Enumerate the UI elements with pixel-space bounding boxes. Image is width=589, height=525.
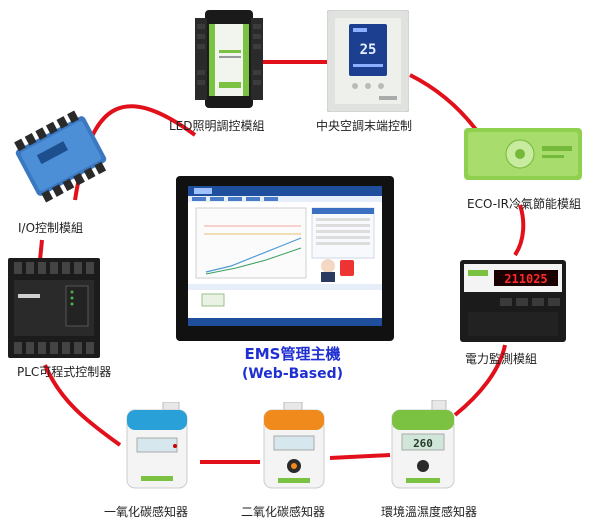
label-env: 環境溫濕度感知器 bbox=[381, 505, 478, 519]
ring-arc-co-plc bbox=[43, 364, 122, 447]
hvac-display-text: 25 bbox=[360, 42, 377, 58]
led-dimming-controller-device bbox=[195, 10, 263, 108]
env-display-text: 260 bbox=[413, 437, 433, 450]
temp-humidity-sensor-device: 260 bbox=[391, 400, 455, 489]
ring-arc-plc-io bbox=[38, 239, 44, 261]
label-plc: PLC可程式控制器 bbox=[17, 365, 112, 379]
label-co: 一氧化碳感知器 bbox=[104, 505, 189, 519]
label-power: 電力監測模組 bbox=[465, 352, 538, 366]
label-hvac: 中央空調末端控制 bbox=[316, 119, 413, 133]
plc-controller-device bbox=[8, 258, 100, 358]
label-io: I/O控制模組 bbox=[18, 221, 84, 235]
power-meter-device: 211025 bbox=[460, 260, 566, 342]
label-ecoir: ECO-IR冷氣節能模組 bbox=[467, 197, 581, 211]
ems-host-title-line1: EMS管理主機 bbox=[244, 345, 341, 363]
eco-ir-module-device bbox=[464, 128, 582, 180]
hvac-wall-controller-device: 25 bbox=[327, 10, 409, 112]
ring-arc-ecoir-power bbox=[513, 204, 526, 257]
ring-arc-power-env bbox=[453, 344, 507, 417]
ems-host-title-line2: (Web-Based) bbox=[241, 366, 344, 382]
ems-host-monitor bbox=[176, 176, 394, 341]
co-sensor-device bbox=[126, 402, 188, 489]
ems-host-title: EMS管理主機 (Web-Based) bbox=[200, 344, 385, 384]
ring-arc-env-co2 bbox=[329, 453, 391, 460]
label-co2: 二氧化碳感知器 bbox=[241, 505, 326, 519]
ring-arc-hvac-ecoir bbox=[409, 73, 482, 137]
power-display-text: 211025 bbox=[504, 272, 547, 286]
label-led: LED照明調控模組 bbox=[169, 119, 265, 133]
io-module-device bbox=[14, 110, 107, 203]
co2-sensor-device bbox=[263, 402, 325, 489]
